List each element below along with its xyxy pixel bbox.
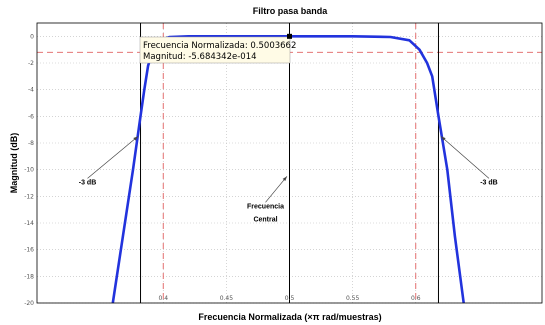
- y-tick-label: -2: [28, 60, 34, 67]
- datatip-box: [139, 36, 291, 64]
- x-tick-label: 0.4: [158, 295, 168, 302]
- annotation-text: Central: [253, 217, 277, 224]
- y-tick-label: -18: [24, 273, 34, 280]
- annotation-text: -3 dB: [79, 179, 97, 186]
- y-tick-label: -8: [28, 140, 34, 147]
- datatip: Frecuencia Normalizada: 0.5003662 Magnit…: [139, 36, 296, 64]
- y-tick-label: -20: [24, 300, 34, 307]
- x-tick-labels: 0.4 0.45 0.5 0.55 0.6: [158, 295, 420, 302]
- datatip-marker: [287, 33, 292, 39]
- y-tick-label: 0: [30, 33, 34, 40]
- annotation-text: Frecuencia: [247, 203, 284, 210]
- magnitude-curve: [111, 35, 465, 304]
- datatip-line-2: Magnitud: -5.684342e-014: [143, 52, 257, 62]
- annotations: -3 dB Frecuencia Central -3 dB: [79, 136, 498, 224]
- y-tick-labels: 0 -2 -4 -6 -8 -10 -12 -14 -16 -18 -20: [24, 33, 34, 307]
- annotation-text: -3 dB: [480, 179, 498, 186]
- annotation-arrow-line: [87, 136, 139, 179]
- x-tick-label: 0.55: [346, 295, 360, 302]
- y-tick-label: -10: [24, 167, 34, 174]
- y-axis-label: Magnitud (dB): [9, 133, 19, 193]
- y-tick-label: -6: [28, 113, 34, 120]
- chart-title: Filtro pasa banda: [253, 6, 329, 16]
- x-tick-label: 0.6: [411, 295, 421, 302]
- annotation-arrowhead: [282, 176, 287, 182]
- plot-frame: [36, 22, 543, 304]
- x-tick-label: 0.45: [220, 295, 234, 302]
- x-tick-label: 0.5: [285, 295, 295, 302]
- y-tick-label: -14: [24, 220, 34, 227]
- annotation-arrow-line: [265, 176, 288, 203]
- annotation-arrowhead: [441, 136, 446, 141]
- datatip-line-1: Frecuencia Normalizada: 0.5003662: [143, 41, 296, 51]
- magnitude-curve-group: [111, 35, 465, 304]
- datatip-marker-group: [287, 33, 292, 39]
- annotation-arrowhead: [133, 136, 138, 141]
- annotation-arrow-line: [440, 136, 490, 179]
- x-axis-label: Frecuencia Normalizada (×π rad/muestras): [198, 312, 381, 322]
- y-tick-label: -4: [28, 87, 34, 94]
- y-tick-label: -16: [24, 247, 34, 254]
- y-tick-label: -12: [24, 193, 34, 200]
